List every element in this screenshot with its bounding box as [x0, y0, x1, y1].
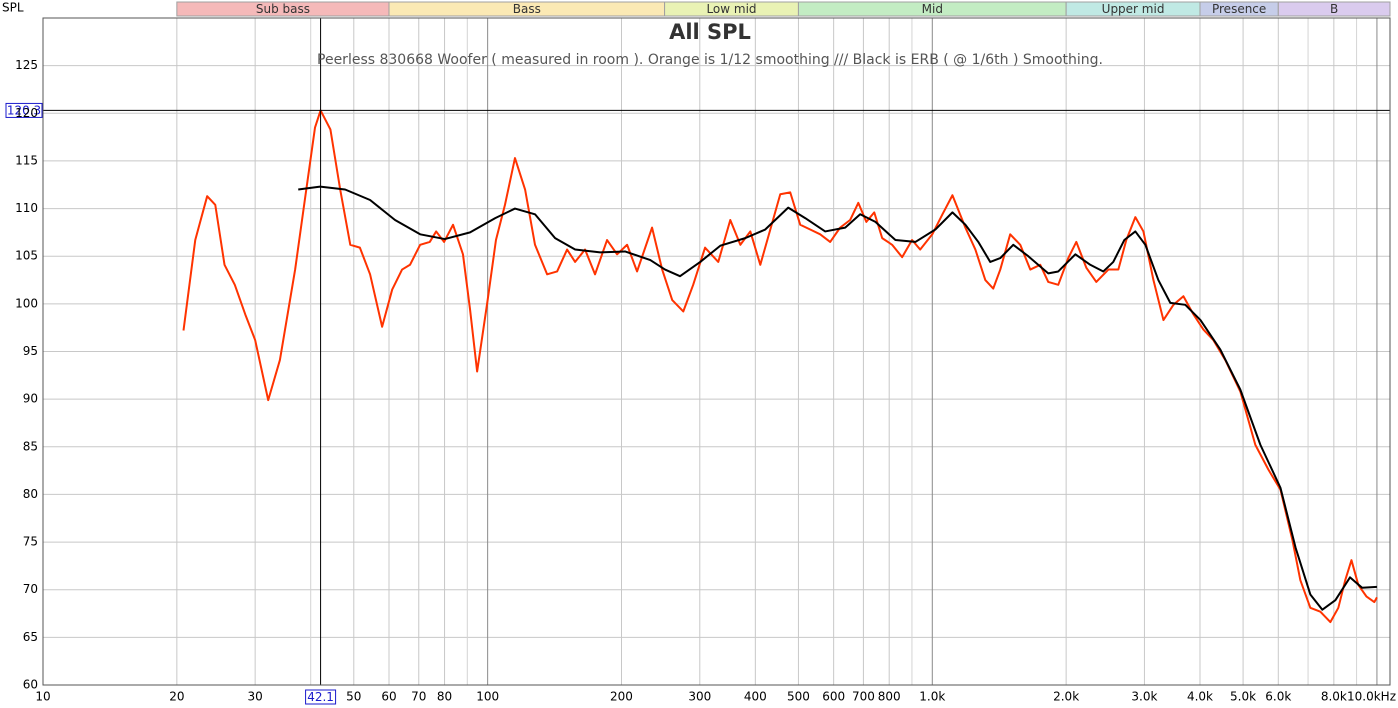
y-tick-label: 110 [15, 201, 38, 215]
series-group [182, 109, 1378, 624]
y-tick-label: 80 [23, 487, 38, 501]
band-label: Sub bass [256, 2, 310, 16]
x-tick-label: 200 [610, 690, 633, 704]
y-tick-label: 75 [23, 535, 38, 549]
cursor-y-label: 120.3 [7, 103, 41, 117]
x-tick-label: 1.0k [919, 690, 945, 704]
y-tick-label: 115 [15, 153, 38, 167]
band-label: Bass [513, 2, 541, 16]
x-tick-label: 6.0k [1265, 690, 1291, 704]
x-tick-label: 500 [787, 690, 810, 704]
y-tick-label: 70 [23, 582, 38, 596]
x-tick-label: 70 [411, 690, 426, 704]
band-label: Low mid [706, 2, 756, 16]
y-tick-label: 105 [15, 249, 38, 263]
x-tick-label: 8.0k [1321, 690, 1347, 704]
x-tick-label: 5.0k [1230, 690, 1256, 704]
cursor-x-label: 42.1 [307, 690, 334, 704]
x-tick-label: 60 [381, 690, 396, 704]
x-tick-label: 2.0k [1053, 690, 1079, 704]
y-tick-label: 85 [23, 439, 38, 453]
x-tick-label: 700 [852, 690, 875, 704]
y-axis-label: SPL [2, 1, 24, 15]
band-label: B [1330, 2, 1338, 16]
y-tick-label: 100 [15, 296, 38, 310]
x-tick-label: 100 [476, 690, 499, 704]
x-tick-label: 30 [248, 690, 263, 704]
x-tick-label: 50 [346, 690, 361, 704]
labels: 60 65 70 75 80 85 90 95 100 105 110 115 120 125 10 20 30… [15, 58, 1396, 703]
series-line [182, 109, 1378, 624]
band-bar: Sub bass Bass Low mid Mid Upper mid Presence B [176, 1, 1391, 17]
series-line [298, 185, 1377, 611]
cursor: 120.3 42.1 [5, 18, 1390, 705]
plot-border [42, 17, 1391, 686]
y-tick-label: 95 [23, 344, 38, 358]
chart-title: All SPL [669, 20, 751, 44]
y-tick-label: 60 [23, 678, 38, 692]
x-tick-label: 600 [822, 690, 845, 704]
x-tick-label: 800 [878, 690, 901, 704]
band [1277, 1, 1391, 17]
chart-subtitle: Peerless 830668 Woofer ( measured in roo… [317, 52, 1103, 68]
y-tick-label: 125 [15, 58, 38, 72]
band-label: Mid [922, 2, 943, 16]
y-tick-label: 90 [23, 392, 38, 406]
x-tick-label: 400 [744, 690, 767, 704]
band-label: Presence [1212, 2, 1266, 16]
band-label: Upper mid [1102, 2, 1165, 16]
cursor-y-box [5, 102, 43, 118]
y-tick-label: 120 [15, 106, 38, 120]
x-tick-label: 10 [35, 690, 50, 704]
y-tick-label: 65 [23, 630, 38, 644]
x-tick-label: 300 [688, 690, 711, 704]
cursor-x-box [305, 689, 337, 705]
x-tick-label: 4.0k [1187, 690, 1213, 704]
x-tick-label: 10.0kHz [1347, 690, 1396, 704]
x-tick-label: 3.0k [1131, 690, 1157, 704]
x-tick-label: 80 [437, 690, 452, 704]
x-tick-label: 20 [169, 690, 184, 704]
